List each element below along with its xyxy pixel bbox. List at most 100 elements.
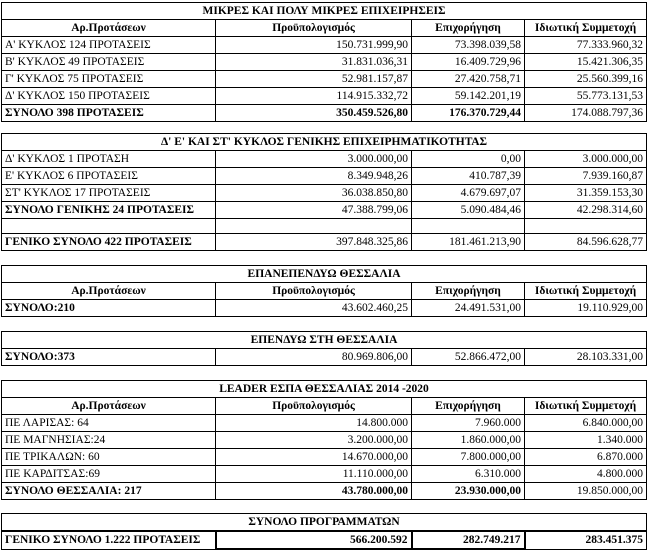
table-row: Α' ΚΥΚΛΟΣ 124 ΠΡΟΤΑΣΕΙΣ 150.731.999,90 7…: [1, 36, 648, 54]
total-grant: 5.090.484,46: [411, 201, 525, 219]
private-cell: 7.939.160,87: [523, 167, 648, 185]
table-general-entrepreneurship: Δ' Ε' ΚΑΙ ΣΤ' ΚΥΚΛΟΣ ΓΕΝΙΚΗΣ ΕΠΙΧΕΙΡΗΜΑΤ…: [0, 133, 648, 251]
column-header: Αρ.Προτάσεων: [1, 397, 216, 415]
budget-cell: 150.731.999,90: [215, 36, 412, 54]
table-row: ΠΕ ΛΑΡΙΣΑΣ: 64 14.800.000 7.960.000 6.84…: [1, 414, 647, 432]
table-epanependyo: ΕΠΑΝΕΠΕΝΔΥΩ ΘΕΣΣΑΛΙΑ Αρ.Προτάσεων Προϋπο…: [0, 265, 648, 317]
row-label: ΣΤ' ΚΥΚΛΟΣ 17 ΠΡΟΤΑΣΕΙΣ: [1, 184, 216, 202]
private-cell: 1.340.000: [524, 431, 647, 449]
budget-cell: 14.800.000: [215, 414, 412, 432]
grant-cell: 1.860.000,00: [411, 431, 525, 449]
section-title: LEADER ΕΣΠΑ ΘΕΣΣΑΛΙΑΣ 2014 -2020: [1, 380, 647, 398]
budget-cell: 36.038.850,80: [215, 184, 412, 202]
total-label: ΣΥΝΟΛΟ ΘΕΣΣΑΛΙΑ: 217: [1, 482, 216, 500]
section-title: ΕΠΕΝΔΥΩ ΣΤΗ ΘΕΣΣΑΛΙΑ: [0, 331, 648, 349]
total-label: ΣΥΝΟΛΟ 398 ΠΡΟΤΑΣΕΙΣ: [1, 104, 216, 122]
row-label: ΠΕ ΚΑΡΔΙΤΣΑΣ:69: [1, 465, 216, 483]
table-row: Δ' ΚΥΚΛΟΣ 150 ΠΡΟΤΑΣΕΙΣ 114.915.332,72 5…: [1, 87, 648, 105]
total-private: 28.103.331,00: [523, 348, 648, 366]
total-grant: 52.866.472,00: [411, 348, 525, 366]
private-cell: 77.333.960,32: [523, 36, 648, 54]
column-header: Ιδιωτική Συμμετοχή: [523, 19, 648, 37]
total-private: 19.850.000,00: [524, 482, 647, 500]
total-private: 174.088.797,36: [523, 104, 648, 122]
total-label: ΣΥΝΟΛΟ ΓΕΝΙΚΗΣ 24 ΠΡΟΤΑΣΕΙΣ: [1, 201, 216, 219]
budget-cell: 114.915.332,72: [215, 87, 412, 105]
total-budget: 43.602.460,25: [215, 299, 412, 317]
column-header: Επιχορήγηση: [411, 282, 525, 300]
grant-cell: 410.787,39: [411, 167, 525, 185]
row-label: ΠΕ ΤΡΙΚΑΛΩΝ: 60: [1, 448, 216, 466]
total-row: ΣΥΝΟΛΟ:210 43.602.460,25 24.491.531,00 1…: [1, 299, 648, 317]
total-grant: 24.491.531,00: [411, 299, 525, 317]
total-label: ΣΥΝΟΛΟ:210: [1, 299, 216, 317]
row-label: Ε' ΚΥΚΛΟΣ 6 ΠΡΟΤΑΣΕΙΣ: [1, 167, 216, 185]
table-small-businesses: ΜΙΚΡΕΣ ΚΑΙ ΠΟΛΥ ΜΙΚΡΕΣ ΕΠΙΧΕΙΡΗΣΕΙΣ Αρ.Π…: [0, 2, 648, 122]
column-header: Επιχορήγηση: [411, 397, 525, 415]
column-header: Αρ.Προτάσεων: [1, 282, 216, 300]
private-cell: 3.000.000,00: [523, 150, 648, 168]
column-header: Αρ.Προτάσεων: [1, 19, 216, 37]
budget-cell: 3.000.000,00: [215, 150, 412, 168]
section-title: ΕΠΑΝΕΠΕΝΔΥΩ ΘΕΣΣΑΛΙΑ: [0, 265, 648, 283]
table-ependyo: ΕΠΕΝΔΥΩ ΣΤΗ ΘΕΣΣΑΛΙΑ ΣΥΝΟΛΟ:373 80.969.8…: [0, 331, 648, 366]
table-row: ΣΤ' ΚΥΚΛΟΣ 17 ΠΡΟΤΑΣΕΙΣ 36.038.850,80 4.…: [1, 184, 648, 202]
grant-cell: 0,00: [411, 150, 525, 168]
row-label: Δ' ΚΥΚΛΟΣ 150 ΠΡΟΤΑΣΕΙΣ: [1, 87, 216, 105]
budget-cell: 8.349.948,26: [215, 167, 412, 185]
row-label: ΠΕ ΛΑΡΙΣΑΣ: 64: [1, 414, 216, 432]
table-leader: LEADER ΕΣΠΑ ΘΕΣΣΑΛΙΑΣ 2014 -2020 Αρ.Προτ…: [1, 380, 647, 500]
grand-total-label: ΓΕΝΙΚΟ ΣΥΝΟΛΟ 422 ΠΡΟΤΑΣΕΙΣ: [1, 233, 216, 251]
column-header: Προϋπολογισμός: [215, 19, 412, 37]
grand-total-private: 84.596.628,77: [523, 233, 648, 251]
table-row: ΠΕ ΤΡΙΚΑΛΩΝ: 60 14.670.000,00 7.800.000,…: [1, 448, 647, 466]
grant-cell: 73.398.039,58: [411, 36, 525, 54]
row-label: ΠΕ ΜΑΓΝΗΣΙΑΣ:24: [1, 431, 216, 449]
section-title: ΣΥΝΟΛΟ ΠΡΟΓΡΑΜΜΑΤΩΝ: [1, 513, 647, 532]
grand-total-budget: 566.200.592: [214, 530, 413, 550]
grand-total-label: ΓΕΝΙΚΟ ΣΥΝΟΛΟ 1.222 ΠΡΟΤΑΣΕΙΣ: [1, 530, 216, 550]
grant-cell: 59.142.201,19: [411, 87, 525, 105]
total-budget: 43.780.000,00: [215, 482, 412, 500]
table-programs-total: ΣΥΝΟΛΟ ΠΡΟΓΡΑΜΜΑΤΩΝ ΓΕΝΙΚΟ ΣΥΝΟΛΟ 1.222 …: [1, 513, 647, 550]
total-private: 42.298.314,60: [523, 201, 648, 219]
grand-total-private: 283.451.375: [524, 530, 647, 550]
grant-cell: 27.420.758,71: [411, 70, 525, 88]
private-cell: 25.560.399,16: [523, 70, 648, 88]
total-budget: 47.388.799,06: [215, 201, 412, 219]
grant-cell: 6.310.000: [411, 465, 525, 483]
total-grant: 23.930.000,00: [411, 482, 525, 500]
table-row: Ε' ΚΥΚΛΟΣ 6 ΠΡΟΤΑΣΕΙΣ 8.349.948,26 410.7…: [1, 167, 648, 185]
grand-total-row: ΓΕΝΙΚΟ ΣΥΝΟΛΟ 422 ΠΡΟΤΑΣΕΙΣ 397.848.325,…: [1, 233, 648, 251]
private-cell: 55.773.131,53: [523, 87, 648, 105]
row-label: Δ' ΚΥΚΛΟΣ 1 ΠΡΟΤΑΣΗ: [1, 150, 216, 168]
budget-cell: 11.110.000,00: [215, 465, 412, 483]
private-cell: 6.840.000,00: [524, 414, 647, 432]
budget-cell: 3.200.000,00: [215, 431, 412, 449]
table-row: ΠΕ ΚΑΡΔΙΤΣΑΣ:69 11.110.000,00 6.310.000 …: [1, 465, 647, 483]
grand-total-row: ΓΕΝΙΚΟ ΣΥΝΟΛΟ 1.222 ΠΡΟΤΑΣΕΙΣ 566.200.59…: [1, 530, 647, 550]
column-header: Επιχορήγηση: [411, 19, 525, 37]
total-private: 19.110.929,00: [523, 299, 648, 317]
total-budget: 350.459.526,80: [215, 104, 412, 122]
total-row: ΣΥΝΟΛΟ ΓΕΝΙΚΗΣ 24 ΠΡΟΤΑΣΕΙΣ 47.388.799,0…: [1, 201, 648, 219]
column-header: Ιδιωτική Συμμετοχή: [523, 282, 648, 300]
table-row: ΠΕ ΜΑΓΝΗΣΙΑΣ:24 3.200.000,00 1.860.000,0…: [1, 431, 647, 449]
private-cell: 6.870.000: [524, 448, 647, 466]
total-row: ΣΥΝΟΛΟ 398 ΠΡΟΤΑΣΕΙΣ 350.459.526,80 176.…: [1, 104, 648, 122]
grant-cell: 7.800.000,00: [411, 448, 525, 466]
section-title: Δ' Ε' ΚΑΙ ΣΤ' ΚΥΚΛΟΣ ΓΕΝΙΚΗΣ ΕΠΙΧΕΙΡΗΜΑΤ…: [0, 133, 648, 151]
budget-cell: 14.670.000,00: [215, 448, 412, 466]
grand-total-budget: 397.848.325,86: [215, 233, 412, 251]
private-cell: 4.800.000: [524, 465, 647, 483]
table-row: Γ' ΚΥΚΛΟΣ 75 ΠΡΟΤΑΣΕΙΣ 52.981.157,87 27.…: [1, 70, 648, 88]
private-cell: 15.421.306,35: [523, 53, 648, 71]
column-header: Προϋπολογισμός: [215, 397, 412, 415]
total-grant: 176.370.729,44: [411, 104, 525, 122]
private-cell: 31.359.153,30: [523, 184, 648, 202]
column-header: Ιδιωτική Συμμετοχή: [524, 397, 647, 415]
total-label: ΣΥΝΟΛΟ:373: [1, 348, 216, 366]
grant-cell: 4.679.697,07: [411, 184, 525, 202]
row-label: Γ' ΚΥΚΛΟΣ 75 ΠΡΟΤΑΣΕΙΣ: [1, 70, 216, 88]
total-budget: 80.969.806,00: [215, 348, 412, 366]
